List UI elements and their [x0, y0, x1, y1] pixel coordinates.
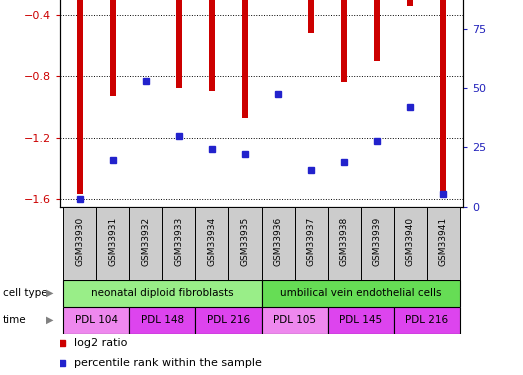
Bar	[393, 207, 427, 280]
Bar	[63, 280, 262, 307]
Bar	[209, 0, 215, 92]
Bar	[242, 0, 248, 118]
Bar	[262, 307, 327, 334]
Text: ▶: ▶	[47, 288, 54, 298]
Bar	[341, 0, 347, 82]
Bar	[393, 307, 460, 334]
Text: GSM33932: GSM33932	[141, 217, 151, 266]
Bar	[163, 207, 196, 280]
Text: cell type: cell type	[3, 288, 47, 298]
Bar	[63, 207, 96, 280]
Bar	[327, 207, 360, 280]
Text: PDL 105: PDL 105	[273, 315, 316, 325]
Bar	[360, 207, 393, 280]
Text: GSM33934: GSM33934	[208, 217, 217, 266]
Text: log2 ratio: log2 ratio	[74, 339, 128, 348]
Bar	[327, 307, 393, 334]
Text: GSM33935: GSM33935	[241, 217, 249, 266]
Bar	[229, 207, 262, 280]
Text: PDL 216: PDL 216	[207, 315, 250, 325]
Text: PDL 145: PDL 145	[339, 315, 382, 325]
Bar	[77, 0, 83, 194]
Text: GSM33937: GSM33937	[306, 217, 315, 266]
Text: neonatal diploid fibroblasts: neonatal diploid fibroblasts	[91, 288, 234, 298]
Bar	[374, 0, 380, 61]
Text: PDL 148: PDL 148	[141, 315, 184, 325]
Bar	[440, 0, 446, 194]
Bar	[176, 0, 182, 88]
Text: GSM33940: GSM33940	[405, 217, 415, 266]
Bar	[294, 207, 327, 280]
Text: GSM33930: GSM33930	[75, 217, 84, 266]
Text: GSM33933: GSM33933	[175, 217, 184, 266]
Bar	[196, 307, 262, 334]
Bar	[196, 207, 229, 280]
Bar	[130, 207, 163, 280]
Text: GSM33931: GSM33931	[108, 217, 118, 266]
Text: PDL 104: PDL 104	[75, 315, 118, 325]
Bar	[427, 207, 460, 280]
Text: PDL 216: PDL 216	[405, 315, 448, 325]
Text: ▶: ▶	[47, 315, 54, 325]
Text: GSM33936: GSM33936	[274, 217, 282, 266]
Text: GSM33939: GSM33939	[372, 217, 382, 266]
Bar	[96, 207, 130, 280]
Bar	[407, 0, 413, 6]
Text: GSM33941: GSM33941	[439, 217, 448, 266]
Bar	[262, 280, 460, 307]
Text: percentile rank within the sample: percentile rank within the sample	[74, 358, 262, 368]
Bar	[308, 0, 314, 33]
Bar	[262, 207, 294, 280]
Text: GSM33938: GSM33938	[339, 217, 348, 266]
Bar	[130, 307, 196, 334]
Text: time: time	[3, 315, 26, 325]
Bar	[63, 307, 130, 334]
Text: umbilical vein endothelial cells: umbilical vein endothelial cells	[280, 288, 441, 298]
Bar	[110, 0, 116, 96]
